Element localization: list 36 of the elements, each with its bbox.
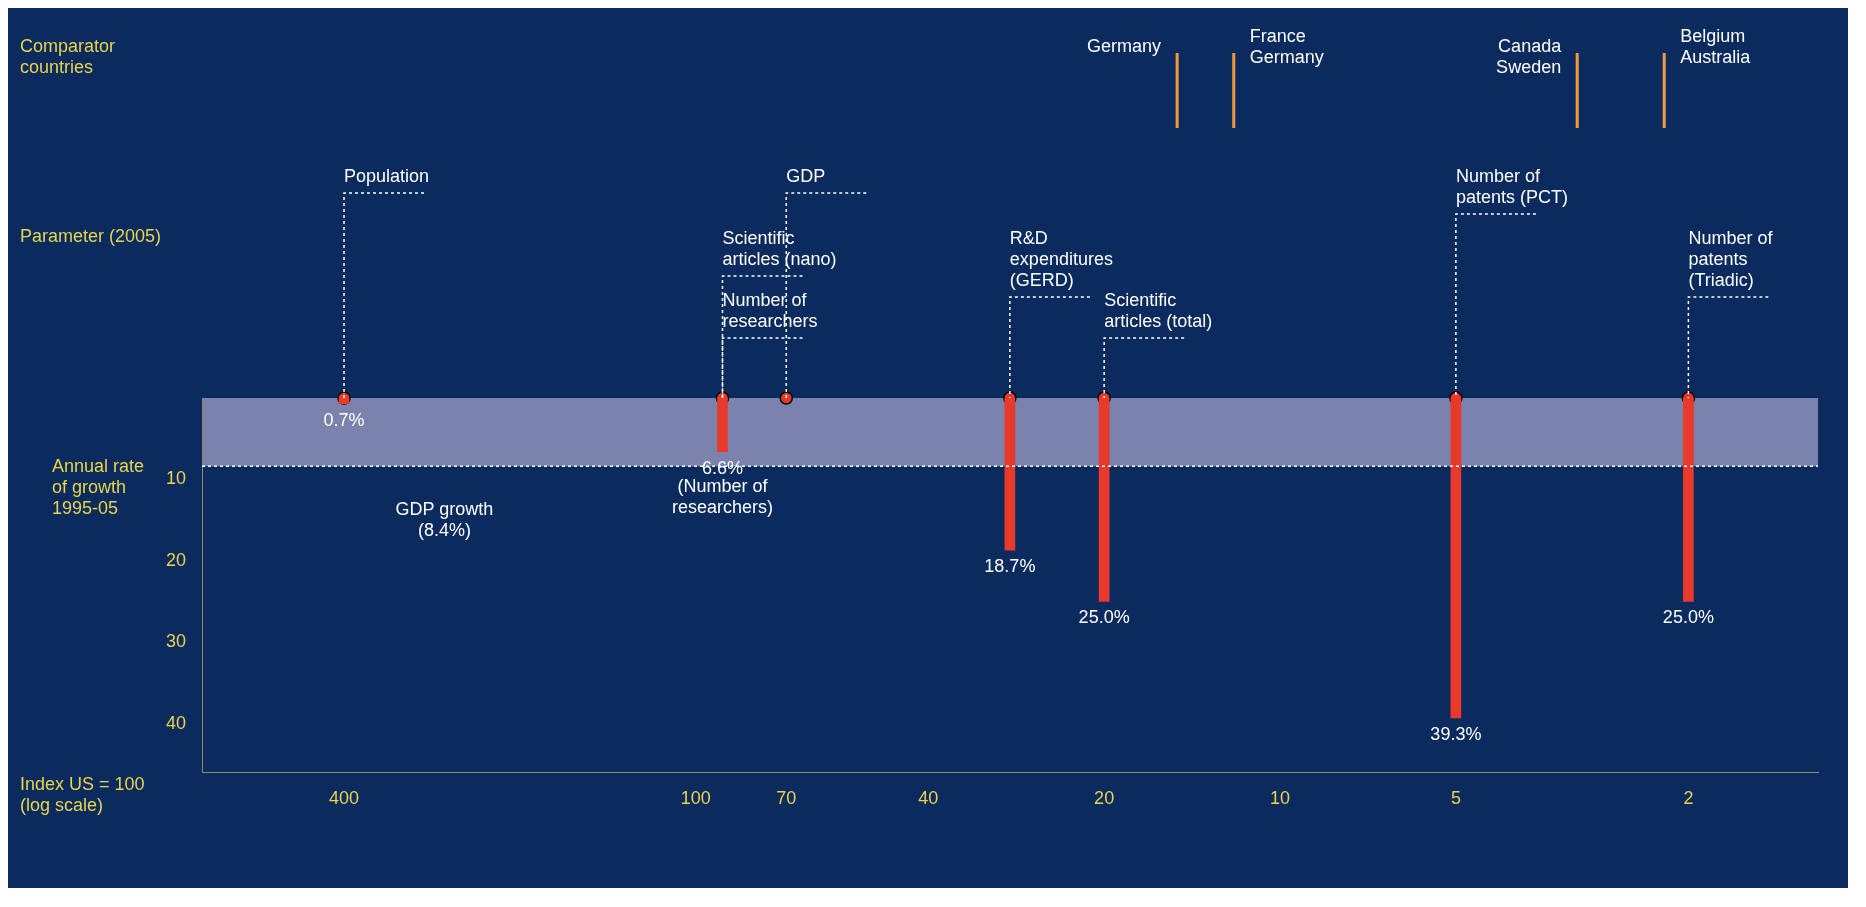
data-label: 25.0%: [1078, 607, 1130, 628]
annotation: Number of researchers: [722, 289, 818, 331]
y-tick-label: 30: [165, 631, 187, 652]
x-tick-label: 400: [328, 788, 360, 809]
annotation: Number of patents (Triadic): [1688, 227, 1774, 290]
data-label: 18.7%: [984, 556, 1036, 577]
x-tick-label: 70: [776, 788, 797, 809]
x-tick-label: 40: [918, 788, 939, 809]
annotation: Population: [344, 165, 430, 186]
annotation: GDP: [786, 165, 826, 186]
ref-line-label: Belgium Australia: [1680, 25, 1752, 67]
data-label: 25.0%: [1662, 607, 1714, 628]
ref-line-label: GDP growth (8.4%): [395, 499, 494, 541]
x-tick-label: 10: [1270, 788, 1291, 809]
data-label: 0.7%: [323, 409, 365, 430]
text: Comparator countries: [20, 35, 116, 77]
x-tick-label: 20: [1094, 788, 1115, 809]
annotation: Scientific articles (nano): [722, 227, 837, 269]
x-tick-label: 100: [680, 788, 711, 809]
x-tick-label: 2: [1683, 788, 1694, 809]
y-tick-label: 10: [165, 468, 187, 489]
annotation: Number of patents (PCT): [1455, 165, 1568, 207]
text: Parameter (2005): [20, 225, 162, 246]
y-tick-label: 40: [165, 712, 187, 733]
data-label: 39.3%: [1430, 723, 1482, 744]
x-tick-label: 5: [1450, 788, 1461, 809]
annotation: R&D expenditures (GERD): [1009, 227, 1113, 290]
annotation: Scientific articles (total): [1104, 289, 1213, 331]
data-label: 6.6%: [701, 457, 744, 478]
x-axis-title: Index US = 100 (log scale): [20, 774, 145, 816]
y-axis-title: Annual rate of growth 1995-05: [52, 455, 145, 518]
ref-line-label: Germany: [1087, 35, 1162, 56]
y-tick-label: 20: [165, 549, 187, 570]
annotation: (Number of researchers): [671, 475, 774, 517]
ref-line-label: Canada Sweden: [1496, 35, 1563, 77]
ref-line-label: France Germany: [1249, 25, 1324, 67]
